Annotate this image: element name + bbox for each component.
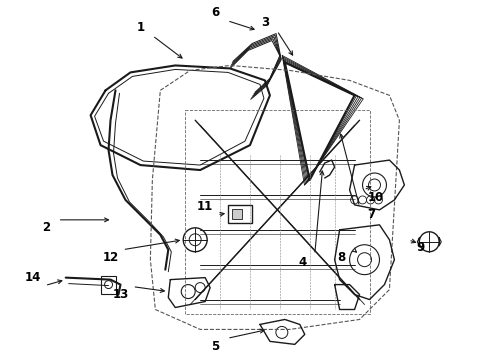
Text: 14: 14 (24, 271, 41, 284)
Text: 8: 8 (338, 251, 346, 264)
Text: 12: 12 (102, 251, 119, 264)
Text: 9: 9 (416, 241, 424, 254)
Bar (100, 276, 116, 293)
Text: 10: 10 (368, 192, 384, 204)
Text: 4: 4 (298, 256, 307, 269)
Text: 11: 11 (197, 201, 213, 213)
Text: 13: 13 (112, 288, 128, 301)
Text: 5: 5 (211, 340, 219, 353)
Bar (228, 205, 252, 223)
Text: 1: 1 (136, 21, 145, 34)
Text: 6: 6 (211, 6, 219, 19)
Bar (232, 209, 242, 219)
Text: 3: 3 (261, 16, 269, 29)
Text: 2: 2 (42, 221, 50, 234)
Text: 7: 7 (368, 208, 375, 221)
